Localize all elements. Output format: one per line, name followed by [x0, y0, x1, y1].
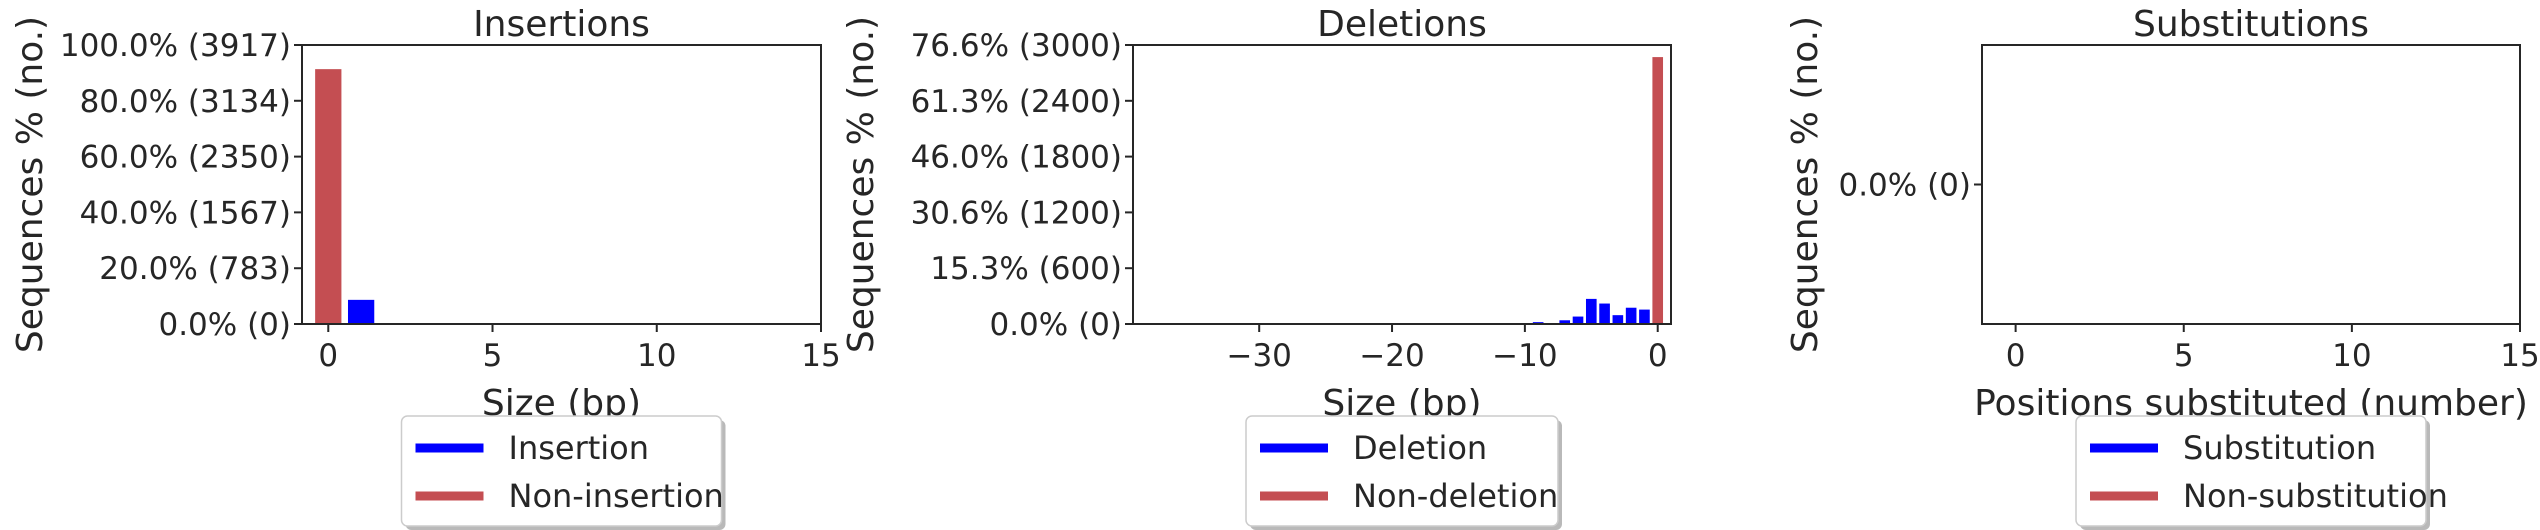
substitutions-plot-frame — [1981, 44, 2521, 325]
deletions-x-tick-label: −10 — [1492, 338, 1557, 374]
deletions-x-tick-label: −30 — [1226, 338, 1291, 374]
substitutions-y-tick-label: 0.0% (0) — [1838, 168, 1971, 204]
insertions-title: Insertions — [473, 4, 650, 45]
substitutions-x-tick-label: 0 — [2006, 338, 2026, 374]
deletions-y-tick-label: 61.3% (2400) — [911, 84, 1122, 120]
insertions-plot-frame — [301, 44, 822, 325]
insertions-x-tick-label: 10 — [637, 338, 676, 374]
insertions-legend-label: Non-insertion — [509, 477, 724, 515]
substitutions-x-tick-label: 10 — [2332, 338, 2371, 374]
insertions-y-tick-label: 20.0% (783) — [99, 251, 291, 287]
deletions-bar-deletion — [1572, 316, 1584, 324]
deletions-legend-label: Deletion — [1353, 429, 1487, 467]
substitutions-x-tick-label: 15 — [2500, 338, 2539, 374]
insertions-x-tick-label: 0 — [318, 338, 338, 374]
substitutions-legend-label: Substitution — [2183, 429, 2376, 467]
deletions-bar-deletion — [1559, 320, 1571, 324]
deletions-title: Deletions — [1317, 4, 1487, 45]
insertions-bar-non-insertion — [315, 69, 342, 324]
insertions-bar-insertion — [347, 299, 375, 324]
deletions-y-tick-label: 15.3% (600) — [930, 251, 1122, 287]
deletions-y-tick-label: 76.6% (3000) — [911, 28, 1122, 64]
deletions-y-tick-label: 0.0% (0) — [989, 307, 1122, 343]
deletions-bar-deletion — [1625, 307, 1637, 324]
substitutions-x-tick-label: 5 — [2174, 338, 2194, 374]
deletions-plot-frame — [1132, 44, 1672, 325]
deletions-chart: −30 −20 −10 0 0.0% (0) 15.3% (600) 30.6% (1200… — [841, 4, 1672, 530]
deletions-x-tick-label: 0 — [1648, 338, 1668, 374]
deletions-y-axis-label: Sequences % (no.) — [841, 16, 882, 353]
substitutions-title: Substitutions — [2133, 4, 2369, 45]
insertions-y-tick-label: 0.0% (0) — [158, 307, 291, 343]
insertions-y-tick-label: 80.0% (3134) — [80, 84, 291, 120]
deletions-bar-deletion — [1612, 315, 1624, 324]
insertions-x-tick-label: 15 — [801, 338, 840, 374]
substitutions-legend-box — [2075, 415, 2427, 527]
deletions-bar-deletion — [1585, 298, 1597, 324]
deletions-bar-deletion — [1639, 309, 1650, 324]
deletions-x-tick-label: −20 — [1359, 338, 1424, 374]
insertions-y-tick-label: 100.0% (3917) — [60, 28, 291, 64]
insertions-y-tick-label: 60.0% (2350) — [80, 140, 291, 176]
insertions-legend-label: Insertion — [509, 429, 650, 467]
insertions-y-axis-label: Sequences % (no.) — [10, 16, 51, 353]
substitutions-y-axis-label: Sequences % (no.) — [1785, 16, 1826, 353]
deletions-bar-deletion — [1599, 303, 1610, 324]
deletions-y-tick-label: 30.6% (1200) — [911, 195, 1122, 231]
deletions-bar-non-deletion — [1652, 57, 1664, 325]
insertions-chart: 0 5 10 15 0.0% (0) 20.0% (783) 40.0% (1567) 60.… — [10, 4, 841, 530]
insertions-y-tick-label: 40.0% (1567) — [80, 195, 291, 231]
deletions-legend-label: Non-deletion — [1353, 477, 1558, 515]
substitutions-legend-label: Non-substitution — [2183, 477, 2448, 515]
insertions-x-tick-label: 5 — [483, 338, 503, 374]
deletions-y-tick-label: 46.0% (1800) — [911, 140, 1122, 176]
